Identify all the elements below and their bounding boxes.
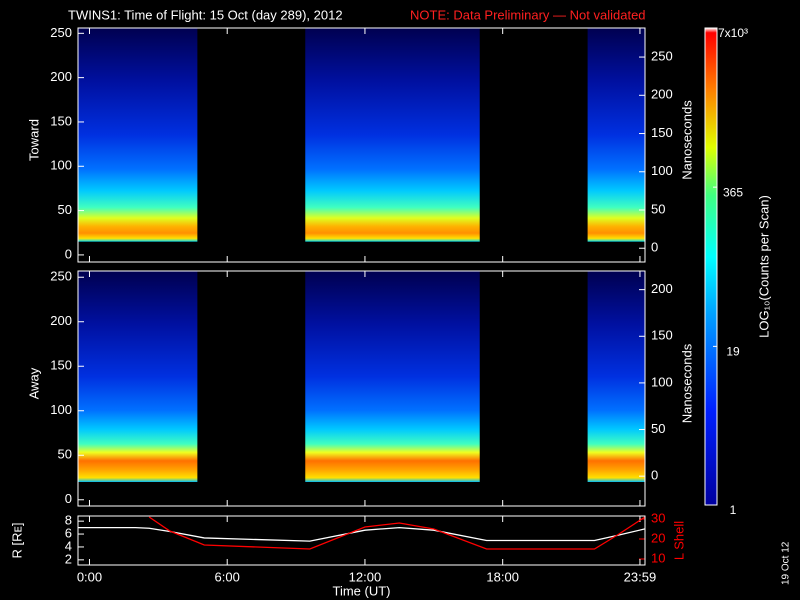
y2-axis-label: L Shell [671, 521, 686, 560]
y2-tick-label: 150 [651, 125, 673, 140]
line-group [78, 516, 645, 550]
x-tick-label: 6:00 [215, 569, 240, 584]
y-tick-label: 6 [65, 525, 72, 540]
colorbar-tick-label: 19 [726, 345, 740, 359]
colorbar-tick-label: 7x10³ [718, 26, 748, 40]
x-tick-label: 0:00 [77, 569, 102, 584]
y-tick-label: 50 [58, 447, 72, 462]
spectrogram-block [78, 271, 198, 482]
x-tick-label: 12:00 [349, 569, 382, 584]
y-tick-label: 8 [65, 513, 72, 528]
spectrogram-block [78, 28, 198, 242]
y-tick-label: 150 [50, 358, 72, 373]
colorbar-tick-label: 365 [723, 185, 743, 199]
x-axis-label: Time (UT) [332, 583, 390, 598]
y2-tick-label: 0 [651, 240, 658, 255]
y-tick-label: 50 [58, 202, 72, 217]
y-axis-label: R [Rᴇ] [9, 523, 24, 559]
note: NOTE: Data Preliminary — Not validated [410, 7, 646, 22]
y2-tick-label: 0 [651, 468, 658, 483]
y-tick-label: 4 [65, 538, 72, 553]
y2-tick-label: 50 [651, 201, 665, 216]
y-tick-label: 200 [50, 69, 72, 84]
y-axis-label: Toward [26, 119, 41, 161]
y2-axis-label: Nanoseconds [679, 343, 694, 423]
y-tick-label: 250 [50, 25, 72, 40]
y2-tick-label: 150 [651, 328, 673, 343]
y2-tick-label: 100 [651, 163, 673, 178]
y-tick-label: 200 [50, 313, 72, 328]
y2-tick-label: 10 [651, 550, 665, 565]
y2-tick-label: 50 [651, 421, 665, 436]
y-tick-label: 150 [50, 113, 72, 128]
x-tick-label: 23:59 [624, 569, 657, 584]
data-line [148, 516, 645, 550]
y-tick-label: 0 [65, 491, 72, 506]
panel-frame [77, 515, 646, 566]
y2-axis-label: Nanoseconds [679, 100, 694, 180]
spectrogram-block [587, 271, 645, 482]
spectrogram-block [305, 271, 480, 482]
spectrogram-block [305, 28, 480, 242]
y-tick-label: 100 [50, 158, 72, 173]
y-tick-label: 100 [50, 402, 72, 417]
spectrogram-block [587, 28, 645, 242]
y2-tick-label: 250 [651, 48, 673, 63]
x-tick-label: 18:00 [486, 569, 519, 584]
y-tick-label: 0 [65, 246, 72, 261]
data-line [78, 526, 645, 542]
y2-tick-label: 100 [651, 374, 673, 389]
colorbar-label: LOG₁₀(Counts per Scan) [756, 195, 771, 338]
y-tick-label: 250 [50, 269, 72, 284]
y-axis-label: Away [26, 367, 41, 399]
colorbar [704, 27, 718, 506]
panel-frame [77, 270, 646, 507]
y2-tick-label: 200 [651, 281, 673, 296]
title: TWINS1: Time of Flight: 15 Oct (day 289)… [68, 7, 343, 22]
y-tick-label: 2 [65, 551, 72, 566]
colorbar-tick-label: 1 [730, 503, 737, 517]
panel-frame [77, 27, 646, 263]
date-stamp: 19 Oct 12 [781, 541, 792, 585]
y2-tick-label: 20 [651, 530, 665, 545]
y2-tick-label: 200 [651, 87, 673, 102]
y2-tick-label: 30 [651, 510, 665, 525]
